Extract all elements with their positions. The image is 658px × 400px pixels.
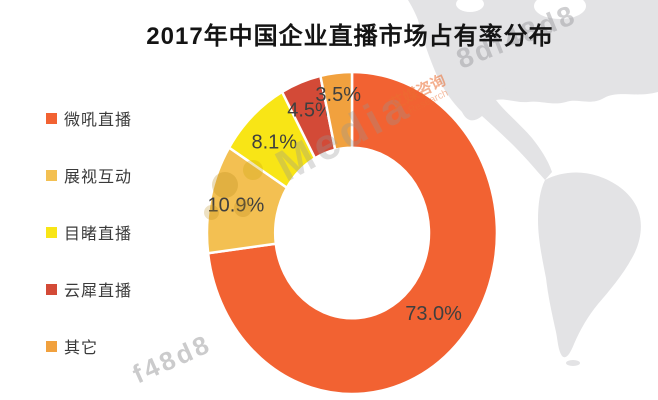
map-water-notch bbox=[456, 0, 484, 12]
legend-item: 云犀直播 bbox=[46, 281, 132, 300]
legend: 微吼直播展视互动目睹直播云犀直播其它 bbox=[46, 110, 132, 395]
legend-label: 微吼直播 bbox=[64, 112, 133, 129]
legend-item: 目睹直播 bbox=[46, 224, 132, 243]
legend-label: 目睹直播 bbox=[64, 226, 133, 243]
donut-slice-label: 4.5% bbox=[287, 100, 333, 122]
legend-swatch bbox=[46, 226, 57, 238]
map-hudson-bay-notch bbox=[534, 0, 586, 19]
legend-label: 其它 bbox=[64, 340, 99, 357]
chart-title: 2017年中国企业直播市场占有率分布 bbox=[146, 23, 554, 50]
donut-slice bbox=[318, 70, 354, 152]
legend-item: 展视互动 bbox=[46, 167, 132, 186]
legend-item: 其它 bbox=[46, 338, 132, 357]
map-island-cuba bbox=[503, 84, 537, 94]
legend-swatch bbox=[46, 283, 57, 295]
donut-slice-label: 8.1% bbox=[252, 132, 298, 154]
legend-swatch bbox=[46, 169, 57, 181]
legend-label: 云犀直播 bbox=[64, 283, 133, 300]
legend-swatch bbox=[46, 340, 57, 352]
donut-slice bbox=[206, 70, 499, 396]
donut-slice-label: 3.5% bbox=[315, 84, 361, 106]
legend-label: 展视互动 bbox=[64, 169, 133, 186]
legend-item: 微吼直播 bbox=[46, 110, 132, 129]
donut-slice-label: 10.9% bbox=[208, 195, 265, 217]
map-tierra-del-fuego bbox=[566, 360, 580, 366]
donut-slice-label: 73.0% bbox=[405, 303, 462, 325]
legend-swatch bbox=[46, 112, 57, 124]
map-island-hispaniola bbox=[549, 93, 565, 101]
map-south-america bbox=[538, 172, 641, 358]
